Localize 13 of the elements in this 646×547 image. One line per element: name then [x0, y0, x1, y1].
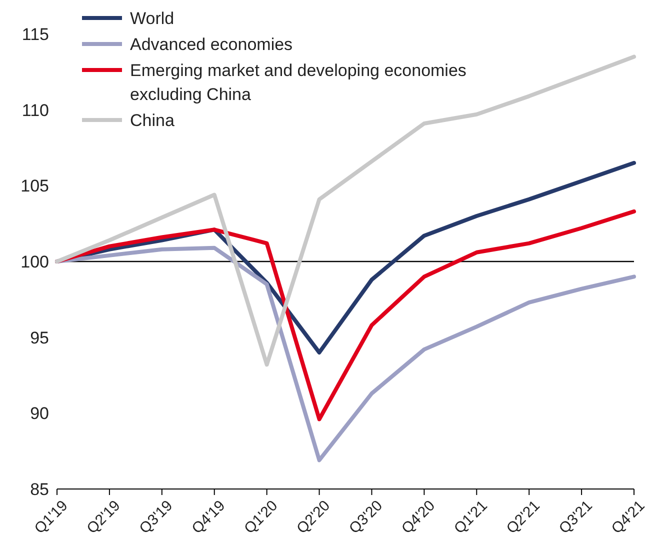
y-tick-label: 90	[30, 404, 49, 424]
y-tick-label: 110	[22, 100, 49, 120]
legend-label: World	[130, 9, 174, 28]
legend-label: China	[130, 111, 175, 130]
y-tick-label: 85	[30, 480, 49, 499]
y-tick-label: 95	[30, 328, 49, 348]
line-series	[55, 246, 636, 462]
y-tick-label: 115	[22, 24, 49, 44]
y-tick-label: 105	[20, 176, 49, 196]
line-series	[55, 54, 636, 367]
legend-label: Advanced economies	[130, 35, 293, 54]
legend-label: Emerging market and developing economies excluding China	[130, 61, 466, 104]
y-tick-label: 100	[20, 252, 49, 272]
